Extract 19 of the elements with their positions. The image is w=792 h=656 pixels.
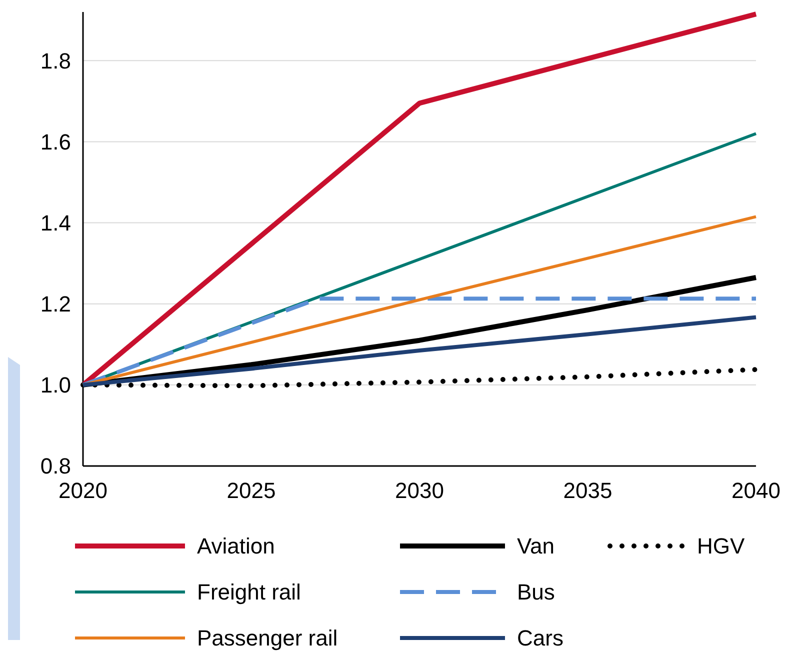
x-tick-label: 2040 [732, 478, 780, 503]
y-tick-label: 0.8 [40, 454, 71, 479]
x-tick-label: 2020 [58, 478, 108, 503]
line-series [81, 315, 758, 387]
y-tick-label: 1.8 [40, 48, 71, 74]
y-tick-label: 1.2 [40, 292, 71, 317]
legend-label: Van [517, 534, 555, 559]
x-tick-label: 2025 [226, 478, 276, 503]
legend-label: Aviation [197, 534, 275, 559]
y-tick-label: 1.4 [40, 210, 71, 236]
legend-label: Cars [517, 626, 564, 651]
legend-label: Freight rail [197, 580, 301, 605]
legend-label: HGV [697, 534, 745, 559]
x-tick-label: 2030 [395, 478, 444, 503]
legend-label: Passenger rail [197, 626, 338, 651]
y-tick-label: 1.0 [40, 372, 71, 398]
legend-label: Bus [517, 580, 555, 605]
y-tick-label: 1.6 [40, 129, 71, 154]
x-tick-label: 2035 [563, 478, 612, 503]
